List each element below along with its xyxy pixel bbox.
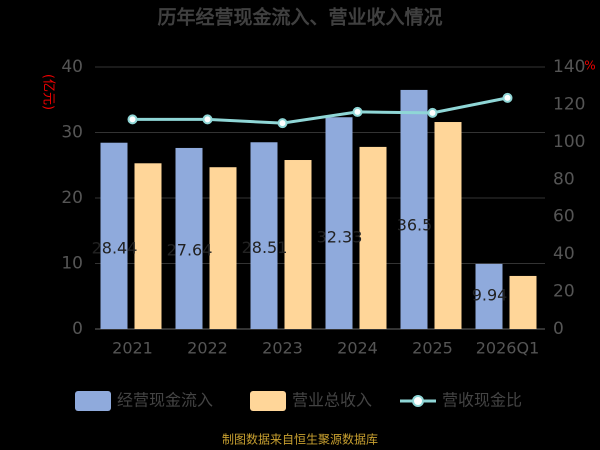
bar bbox=[134, 163, 162, 329]
x-tick-label: 2026Q1 bbox=[476, 339, 540, 358]
legend-swatch bbox=[250, 391, 286, 411]
line bbox=[132, 96, 508, 125]
bar bbox=[209, 167, 237, 329]
y-tick-label: 0 bbox=[72, 319, 83, 339]
bar bbox=[175, 147, 203, 329]
y2-tick-label: 0 bbox=[553, 319, 564, 339]
x-tick-label: 2023 bbox=[262, 339, 303, 358]
data-label: 36.5 bbox=[397, 216, 433, 235]
y2-tick-label: 40 bbox=[553, 244, 575, 264]
x-tick-label: 2024 bbox=[337, 339, 378, 358]
data-label: 28.51 bbox=[242, 238, 288, 257]
bar bbox=[359, 146, 387, 329]
y2-tick-label: 20 bbox=[553, 282, 575, 302]
y2-tick-label: 100 bbox=[553, 132, 585, 152]
data-label: 28.44 bbox=[92, 238, 138, 257]
bar bbox=[325, 117, 353, 330]
bar bbox=[400, 89, 428, 329]
data-label: 27.64 bbox=[167, 241, 213, 260]
bar bbox=[434, 122, 462, 330]
bar bbox=[100, 142, 128, 329]
y-tick-label: 20 bbox=[61, 188, 83, 208]
legend-label: 营收现金比 bbox=[442, 391, 522, 410]
point bbox=[277, 118, 288, 129]
source-note: 制图数据来自恒生聚源数据库 bbox=[222, 432, 378, 447]
y-tick-label: 10 bbox=[61, 254, 83, 274]
data-label: 9.94 bbox=[472, 285, 508, 304]
y2-tick-label: 140 bbox=[553, 57, 585, 77]
bar bbox=[475, 263, 503, 329]
point bbox=[202, 114, 213, 125]
x-tick-label: 2021 bbox=[112, 339, 153, 358]
y2-tick-label: 120 bbox=[553, 94, 585, 114]
point bbox=[127, 114, 138, 125]
legend-marker bbox=[412, 395, 424, 407]
legend-swatch bbox=[75, 391, 111, 411]
y2-tick-label: 60 bbox=[553, 207, 575, 227]
y-tick-label: 30 bbox=[61, 123, 83, 143]
point bbox=[502, 92, 513, 103]
chart-title: 历年经营现金流入、营业收入情况 bbox=[157, 6, 442, 29]
x-tick-label: 2022 bbox=[187, 339, 228, 358]
x-tick-label: 2025 bbox=[412, 339, 453, 358]
data-label: 32.33 bbox=[317, 227, 363, 246]
legend-label: 经营现金流入 bbox=[117, 391, 213, 410]
y-axis-label: (亿元) bbox=[41, 74, 56, 110]
y2-tick-label: 80 bbox=[553, 169, 575, 189]
y2-axis-label: % bbox=[584, 59, 595, 73]
bar bbox=[509, 275, 537, 329]
point bbox=[352, 106, 363, 117]
bar bbox=[250, 142, 278, 329]
point bbox=[427, 107, 438, 118]
bar bbox=[284, 160, 312, 329]
y-tick-label: 40 bbox=[61, 57, 83, 77]
legend-label: 营业总收入 bbox=[292, 391, 372, 410]
